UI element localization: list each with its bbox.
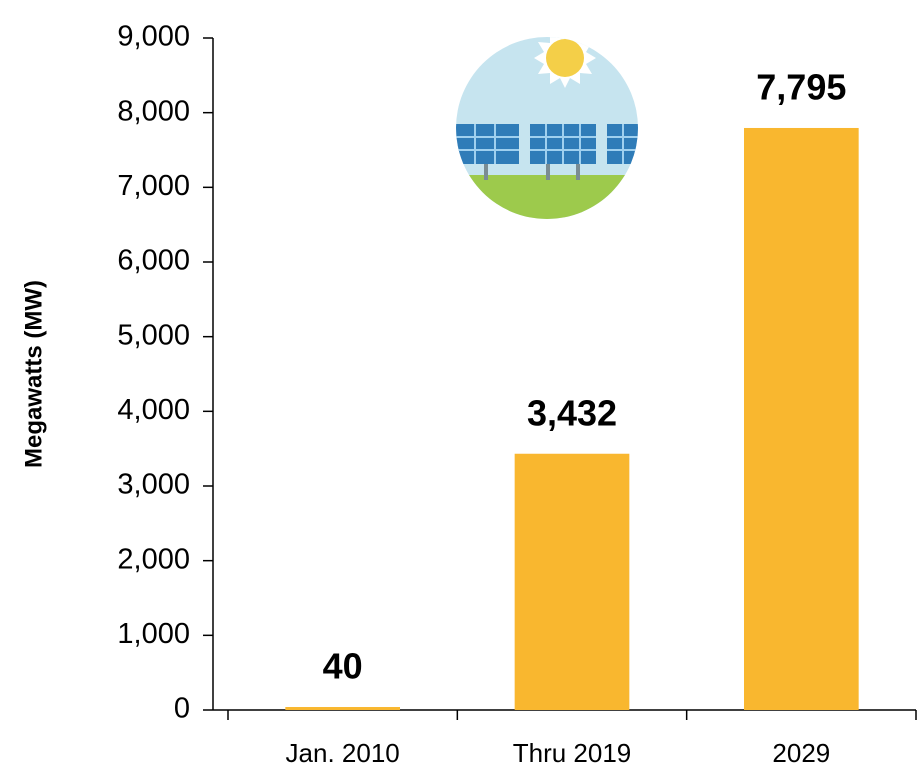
y-tick-label: 3,000 (117, 469, 190, 501)
y-tick-label: 0 (174, 693, 190, 725)
x-tick-label: 2029 (772, 738, 830, 768)
y-tick-label: 9,000 (117, 21, 190, 53)
y-tick-label: 5,000 (117, 319, 190, 351)
y-tick-label: 8,000 (117, 95, 190, 127)
x-tick-label: Thru 2019 (513, 738, 632, 768)
value-label: 40 (323, 646, 363, 687)
y-axis-title: Megawatts (MW) (20, 280, 47, 468)
bar (285, 707, 400, 710)
bar (744, 127, 859, 711)
bar (514, 453, 630, 710)
x-tick-label: Jan. 2010 (286, 738, 400, 768)
value-label: 3,432 (527, 392, 617, 433)
y-tick-label: 7,000 (117, 170, 190, 202)
y-tick-label: 1,000 (117, 618, 190, 650)
solar-icon (456, 37, 638, 219)
y-tick-label: 2,000 (117, 543, 190, 575)
y-tick-label: 4,000 (117, 394, 190, 426)
value-label: 7,795 (756, 66, 846, 107)
y-tick-label: 6,000 (117, 245, 190, 277)
